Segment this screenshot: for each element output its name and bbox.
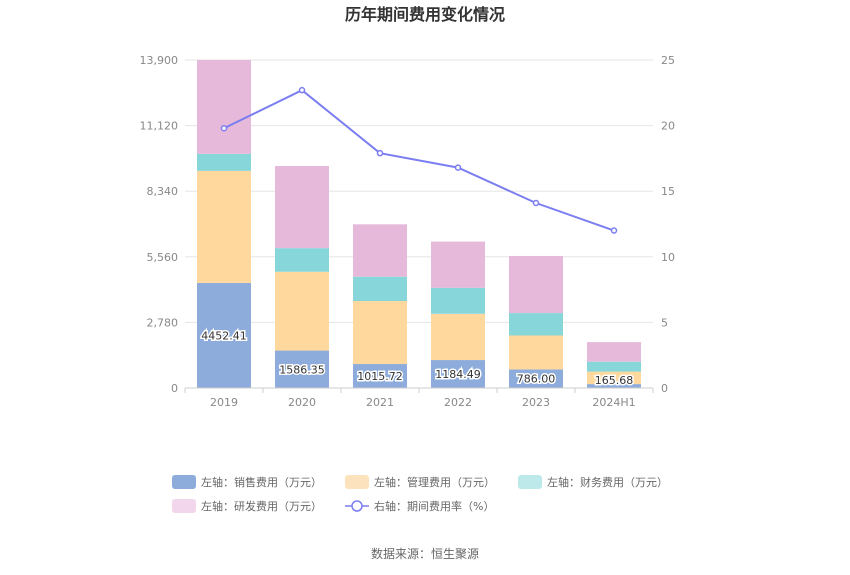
legend-label: 右轴：期间费用率（%）	[374, 499, 494, 513]
sales-value-label: 1015.72	[357, 370, 403, 383]
bar-segment-series-3	[509, 313, 563, 336]
x-tick-label: 2023	[522, 396, 550, 409]
right-axis-ticks: 0 5 10 15 20 25	[661, 54, 675, 395]
bar-segment-series-1	[587, 384, 641, 388]
rate-point	[532, 199, 540, 207]
bars-group	[197, 59, 641, 388]
grid-lines	[185, 59, 653, 323]
rate-point	[220, 124, 228, 132]
bar-segment-series-2	[197, 170, 251, 283]
rate-point	[298, 86, 306, 94]
right-tick-label: 20	[661, 120, 675, 133]
bar-segment-series-1	[197, 282, 251, 388]
left-tick-label: 5,560	[147, 251, 179, 264]
bar-segment-series-1	[509, 369, 563, 388]
bar-segment-series-3	[431, 287, 485, 314]
x-tick-label: 2022	[444, 396, 472, 409]
legend-swatch	[172, 499, 196, 513]
rate-line	[223, 88, 615, 232]
legend-swatch	[172, 475, 196, 489]
source-note: 数据来源：恒生聚源	[371, 546, 479, 561]
bar-segment-series-3	[197, 153, 251, 171]
right-tick-label: 25	[661, 54, 675, 67]
bar-segment-series-1	[275, 350, 329, 388]
x-tick-label: 2021	[366, 396, 394, 409]
legend-label: 左轴：财务费用（万元）	[547, 475, 668, 489]
left-tick-label: 0	[171, 382, 178, 395]
bar-segment-series-2	[431, 313, 485, 361]
left-tick-label: 8,340	[147, 185, 179, 198]
x-tick-label: 2020	[288, 396, 316, 409]
legend-label: 左轴：研发费用（万元）	[201, 499, 322, 513]
right-tick-label: 15	[661, 185, 675, 198]
x-tick-label: 2024H1	[592, 396, 635, 409]
right-tick-label: 0	[661, 382, 668, 395]
left-axis-ticks: 0 2,780 5,560 8,340 11,120 13,900	[140, 54, 179, 395]
sales-value-label: 1586.35	[279, 363, 325, 376]
legend-line-marker	[351, 500, 363, 512]
bar-segment-series-4	[197, 59, 251, 154]
bar-segment-series-2	[587, 371, 641, 385]
rate-point	[376, 149, 384, 157]
right-tick-label: 5	[661, 316, 668, 329]
chart-title: 历年期间费用变化情况	[345, 5, 505, 24]
legend: 左轴：销售费用（万元） 左轴：管理费用（万元） 左轴：财务费用（万元） 左轴：研发费用…	[172, 475, 668, 513]
legend-label: 左轴：销售费用（万元）	[201, 475, 322, 489]
right-tick-label: 10	[661, 251, 675, 264]
bar-segment-series-1	[353, 364, 407, 388]
bar-segment-series-3	[275, 248, 329, 272]
rate-point	[610, 227, 618, 234]
bar-segment-series-4	[275, 166, 329, 249]
bar-segment-series-2	[509, 335, 563, 370]
sales-value-label: 4452.41	[201, 329, 247, 342]
left-tick-label: 13,900	[140, 54, 179, 67]
bar-segment-series-4	[353, 224, 407, 277]
sales-value-label: 1184.49	[435, 368, 481, 381]
x-tick-label: 2019	[210, 396, 238, 409]
left-tick-label: 2,780	[147, 316, 179, 329]
bar-segment-series-2	[353, 301, 407, 365]
bar-segment-series-4	[431, 241, 485, 288]
bar-segment-series-4	[587, 342, 641, 362]
rate-line-series	[220, 86, 618, 234]
bar-segment-series-3	[587, 361, 641, 372]
legend-swatch	[345, 475, 369, 489]
bar-segment-series-1	[431, 360, 485, 388]
bar-segment-series-4	[509, 255, 563, 314]
rate-point	[454, 164, 462, 171]
bar-labels-group: 4452.41 1586.35 1015.72 1184.49 786.00 165.68	[200, 328, 635, 389]
left-tick-label: 11,120	[140, 120, 179, 133]
legend-swatch	[518, 475, 542, 489]
bar-segment-series-2	[275, 271, 329, 351]
legend-label: 左轴：管理费用（万元）	[374, 475, 495, 489]
sales-value-label: 165.68	[595, 374, 634, 387]
bar-segment-series-3	[353, 276, 407, 302]
x-axis-ticks: 2019 2020 2021 2022 2023 2024H1	[184, 388, 654, 409]
sales-value-label: 786.00	[517, 373, 556, 386]
